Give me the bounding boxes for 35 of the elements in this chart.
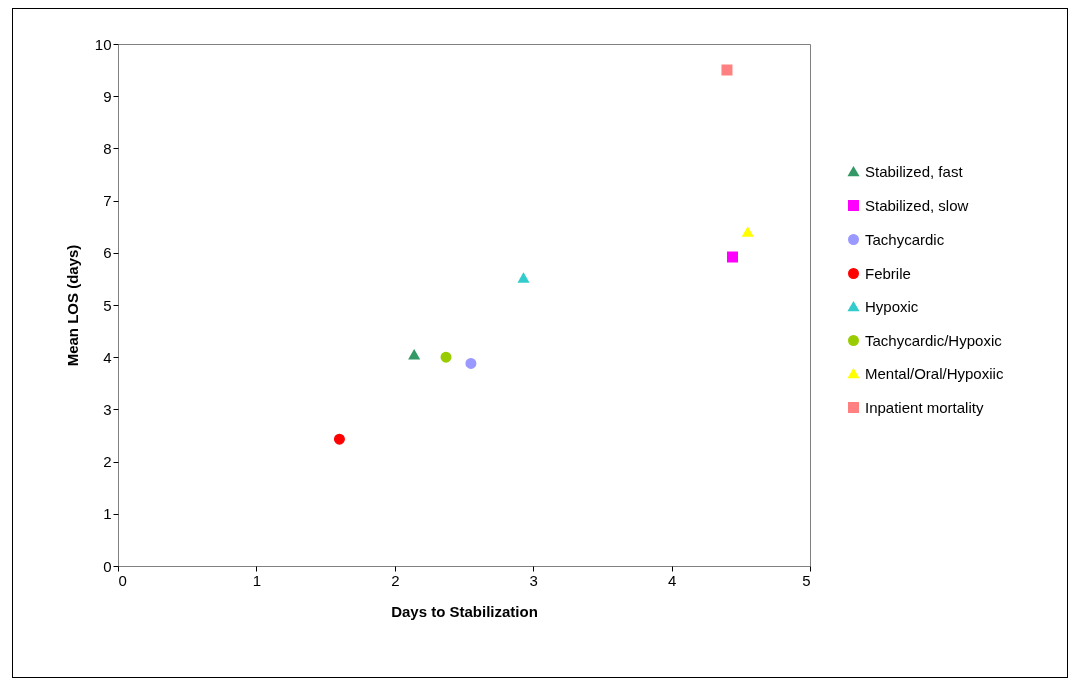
legend-label: Stabilized, fast [865,162,964,180]
x-tick-label: 3 [529,571,538,589]
point [465,357,477,369]
x-tick-label: 5 [802,571,811,589]
point [518,273,529,283]
y-tick-label: 10 [94,35,112,53]
legend-label: Tachycardic [865,230,945,248]
legend-label: Hypoxic [865,297,919,315]
point [727,251,738,263]
y-axis-title: Mean LOS (days) [63,244,81,367]
x-tick-label: 2 [391,571,400,589]
x-tick-label: 4 [667,571,677,589]
point [742,227,754,237]
point [408,349,420,360]
y-tick-label: 8 [103,139,112,157]
point [440,351,452,363]
legend-label: Inpatient mortality [865,398,984,416]
legend-label: Mental/Oral/Hypoxiic [865,364,1004,382]
y-tick-label: 1 [103,505,112,523]
legend-label: Tachycardic/Hypoxic [865,331,1003,349]
y-tick-label: 4 [103,348,112,366]
x-tick-label: 0 [118,571,127,589]
y-tick-label: 3 [103,400,112,418]
x-axis-title: Days to Stabilization [391,602,538,620]
point [721,64,733,76]
point [333,433,345,445]
x-tick-label: 1 [252,571,262,589]
y-tick-label: 2 [103,453,112,471]
y-tick-label: 5 [103,296,112,314]
y-tick-label: 9 [103,87,112,105]
legend-label: Febrile [865,264,911,282]
y-tick-label: 6 [103,244,112,262]
y-tick-label: 7 [103,192,112,210]
legend-label: Stabilized, slow [865,196,969,214]
y-tick-label: 0 [103,557,112,575]
